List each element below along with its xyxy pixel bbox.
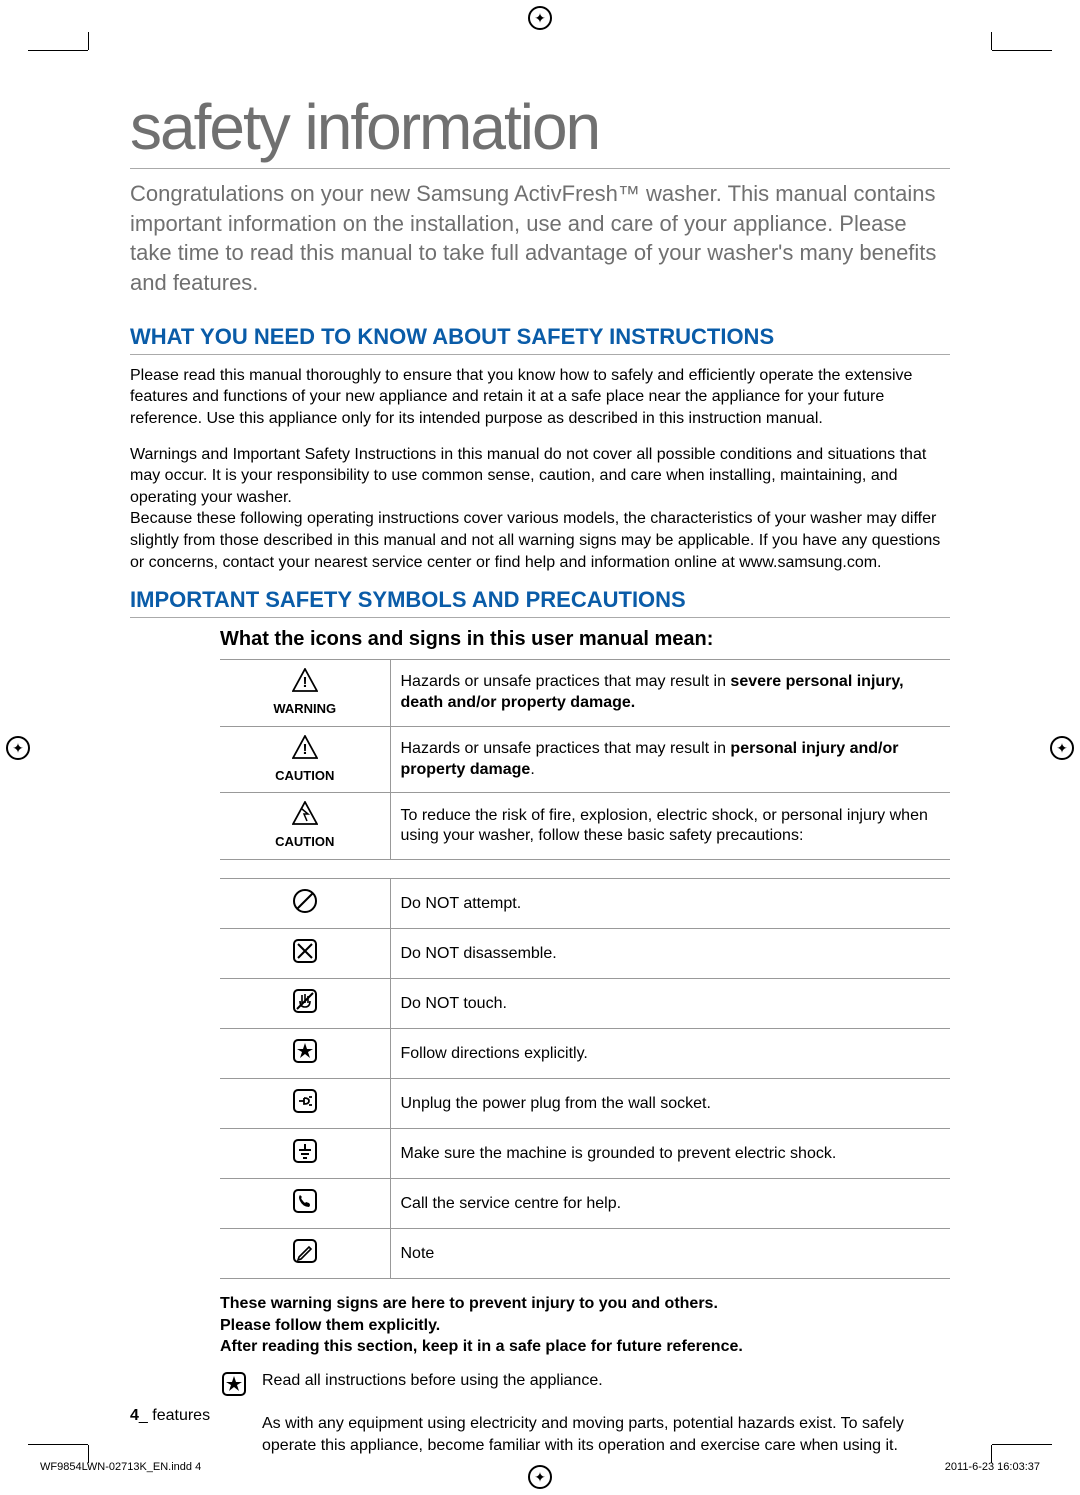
crop-mark [28,1444,88,1445]
table-row: Unplug the power plug from the wall sock… [220,1079,950,1129]
icon-description: Do NOT touch. [390,979,950,1029]
no-touch-icon [291,1002,319,1019]
page-footer: 4_ features [130,1407,210,1425]
closing-line-1: These warning signs are here to prevent … [220,1293,950,1315]
icon-cell [220,1079,390,1129]
star-box-icon [220,1370,250,1403]
intro-paragraph: Congratulations on your new Samsung Acti… [130,179,950,298]
table-row: Follow directions explicitly. [220,1029,950,1079]
no-disassemble-icon [291,952,319,969]
icon-description: Note [390,1229,950,1279]
svg-text:!: ! [302,674,307,691]
symbol-table: ! WARNING Hazards or unsafe practices th… [220,659,950,860]
section1-p2: Warnings and Important Safety Instructio… [130,444,950,509]
icon-cell [220,1029,390,1079]
page-title: safety information [130,90,950,169]
svg-text:!: ! [302,741,307,758]
table-row: ! WARNING Hazards or unsafe practices th… [220,660,950,727]
table-row: CAUTION To reduce the risk of fire, expl… [220,793,950,860]
doc-meta-right: 2011-6-23 16:03:37 [945,1461,1040,1473]
icon-description: Unplug the power plug from the wall sock… [390,1079,950,1129]
caution2-description: To reduce the risk of fire, explosion, e… [390,793,950,860]
registration-mark-top [528,6,552,30]
warning-cell: ! WARNING [220,660,390,727]
instruction-row: As with any equipment using electricity … [220,1413,950,1456]
registration-mark-right [1050,736,1074,760]
icons-subheading: What the icons and signs in this user ma… [220,628,950,651]
unplug-icon [291,1102,319,1119]
crop-mark [28,50,88,51]
table-row: Make sure the machine is grounded to pre… [220,1129,950,1179]
page-content: safety information Congratulations on yo… [130,90,950,1466]
warning-description: Hazards or unsafe practices that may res… [390,660,950,727]
section-heading-1: WHAT YOU NEED TO KNOW ABOUT SAFETY INSTR… [130,324,950,355]
instruction-text-2: As with any equipment using electricity … [262,1413,950,1456]
page-number: 4 [130,1407,139,1424]
icon-cell [220,1229,390,1279]
table-row: Note [220,1229,950,1279]
closing-notes: These warning signs are here to prevent … [220,1293,950,1358]
warning-label: WARNING [230,701,380,718]
icon-cell [220,929,390,979]
ground-icon [291,1152,319,1169]
table-row: ! CAUTION Hazards or unsafe practices th… [220,726,950,793]
caution2-cell: CAUTION [220,793,390,860]
section1-p3: Because these following operating instru… [130,508,950,573]
icon-cell [220,1129,390,1179]
instruction-row: Read all instructions before using the a… [220,1370,950,1403]
icon-cell [220,1179,390,1229]
crop-mark [88,32,89,50]
prohibit-icon [291,902,319,919]
caution-triangle-icon: ! [292,735,318,766]
registration-mark-bottom [528,1465,552,1489]
icon-description: Follow directions explicitly. [390,1029,950,1079]
page-label: _ features [139,1407,210,1424]
icon-description: Call the service centre for help. [390,1179,950,1229]
table-row: Call the service centre for help. [220,1179,950,1229]
caution-description: Hazards or unsafe practices that may res… [390,726,950,793]
note-icon [291,1252,319,1269]
doc-meta-left: WF9854LWN-02713K_EN.indd 4 [40,1461,201,1473]
icon-description: Do NOT attempt. [390,879,950,929]
icon-meaning-table: Do NOT attempt. Do NOT disassemble. Do N… [220,878,950,1279]
closing-line-3: After reading this section, keep it in a… [220,1336,950,1358]
caution-spark-icon [292,801,318,832]
section1-p1: Please read this manual thoroughly to en… [130,365,950,430]
star-box-icon [291,1052,319,1069]
table-row: Do NOT attempt. [220,879,950,929]
caution-cell: ! CAUTION [220,726,390,793]
caution2-label: CAUTION [230,834,380,851]
registration-mark-left [6,736,30,760]
crop-mark [991,32,992,50]
table-row: Do NOT disassemble. [220,929,950,979]
icon-description: Make sure the machine is grounded to pre… [390,1129,950,1179]
icon-description: Do NOT disassemble. [390,929,950,979]
closing-line-2: Please follow them explicitly. [220,1315,950,1337]
warning-triangle-icon: ! [292,668,318,699]
crop-mark [992,50,1052,51]
phone-icon [291,1202,319,1219]
icon-cell [220,979,390,1029]
instruction-text-1: Read all instructions before using the a… [262,1370,603,1392]
crop-mark [992,1444,1052,1445]
table-row: Do NOT touch. [220,979,950,1029]
section-heading-2: IMPORTANT SAFETY SYMBOLS AND PRECAUTIONS [130,587,950,618]
caution-label: CAUTION [230,768,380,785]
icon-cell [220,879,390,929]
